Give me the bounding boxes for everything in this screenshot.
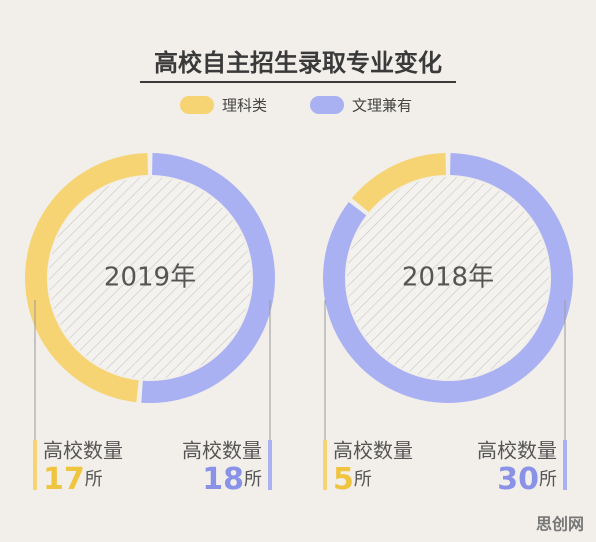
legend-label: 理科类 (222, 97, 267, 115)
value-label: 18所 (202, 462, 262, 497)
chart-title: 高校自主招生录取专业变化 (154, 49, 442, 77)
value-number: 30 (497, 462, 539, 497)
legend-swatch (180, 96, 214, 114)
label-bar (323, 440, 327, 490)
value-label: 17所 (43, 462, 103, 497)
center-label: 2018年 (402, 263, 494, 293)
value-number: 17 (43, 462, 85, 497)
label-bar (268, 440, 272, 490)
legend-label: 文理兼有 (352, 97, 412, 115)
donut-segment (351, 153, 446, 213)
watermark: 思创网 (536, 515, 584, 534)
center-label: 2019年 (104, 263, 196, 293)
legend-swatch (310, 96, 344, 114)
value-label: 5所 (333, 462, 372, 497)
value-label: 30所 (497, 462, 557, 497)
value-unit: 所 (354, 469, 372, 490)
donut-segment (24, 153, 148, 403)
label-bar (33, 440, 37, 490)
value-number: 5 (333, 462, 354, 497)
count-label: 高校数量 (333, 439, 413, 463)
value-number: 18 (202, 462, 244, 497)
donut-segment (141, 153, 275, 403)
count-label: 高校数量 (477, 439, 557, 463)
value-unit: 所 (244, 469, 262, 490)
donut-center (347, 177, 549, 379)
value-unit: 所 (85, 469, 103, 490)
count-label: 高校数量 (182, 439, 262, 463)
count-label: 高校数量 (43, 439, 123, 463)
donut-center (49, 177, 251, 379)
label-bar (563, 440, 567, 490)
value-unit: 所 (539, 469, 557, 490)
